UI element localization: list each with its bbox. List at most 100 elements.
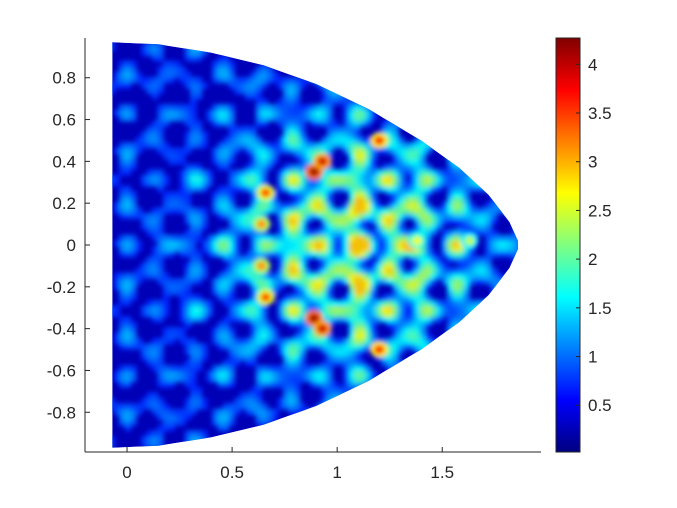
field-sample	[168, 190, 176, 198]
field-sample	[151, 353, 159, 362]
field-sample	[441, 174, 449, 182]
field-sample	[364, 283, 372, 291]
field-sample	[217, 370, 225, 378]
field-sample	[129, 207, 137, 215]
field-sample	[512, 174, 518, 182]
field-sample	[342, 272, 350, 280]
field-sample	[129, 402, 137, 410]
field-sample	[375, 261, 383, 269]
field-sample	[195, 397, 203, 405]
y-axis: 0.80.60.40.20-0.2-0.4-0.6-0.8	[47, 69, 90, 422]
field-sample	[342, 223, 350, 231]
field-sample	[222, 343, 230, 351]
field-sample	[430, 49, 438, 57]
field-sample	[178, 326, 187, 334]
field-sample	[217, 332, 225, 340]
field-sample	[392, 87, 400, 95]
field-sample	[321, 288, 329, 296]
field-sample	[331, 315, 340, 323]
field-sample	[408, 114, 416, 122]
field-sample	[282, 370, 290, 378]
field-sample	[392, 386, 400, 394]
field-sample	[293, 294, 301, 302]
field-sample	[457, 141, 465, 150]
field-sample	[217, 207, 225, 215]
field-sample	[413, 375, 421, 383]
field-sample	[386, 430, 394, 438]
field-sample	[118, 65, 126, 73]
field-sample	[228, 305, 236, 313]
field-sample	[200, 343, 208, 351]
field-sample	[310, 250, 318, 258]
field-sample	[408, 305, 416, 313]
field-sample	[304, 343, 312, 351]
field-sample	[228, 71, 236, 79]
field-sample	[353, 277, 361, 285]
field-sample	[321, 250, 329, 258]
field-sample	[392, 266, 400, 275]
field-sample	[452, 103, 460, 111]
field-sample	[162, 408, 170, 416]
field-sample	[249, 391, 258, 400]
field-sample	[435, 266, 443, 275]
field-sample	[135, 76, 143, 84]
field-sample	[140, 141, 148, 150]
field-sample	[468, 343, 476, 351]
field-sample	[288, 131, 296, 139]
field-sample	[304, 179, 312, 188]
field-sample	[168, 326, 176, 334]
field-sample	[419, 353, 427, 362]
field-sample	[228, 277, 236, 285]
field-sample	[364, 120, 372, 128]
field-sample	[359, 332, 367, 340]
field-sample	[381, 266, 389, 275]
field-sample	[446, 60, 454, 68]
field-sample	[173, 234, 181, 242]
field-sample	[479, 212, 487, 220]
field-sample	[222, 277, 230, 285]
field-sample	[151, 169, 159, 177]
field-sample	[124, 201, 132, 209]
field-sample	[124, 82, 132, 90]
field-sample	[430, 310, 438, 318]
field-sample	[402, 147, 411, 155]
field-sample	[512, 277, 518, 285]
field-sample	[446, 364, 454, 372]
field-sample	[364, 65, 372, 73]
field-sample	[517, 375, 518, 383]
field-sample	[348, 348, 356, 356]
field-sample	[424, 337, 432, 345]
field-sample	[331, 44, 340, 52]
field-sample	[484, 359, 493, 367]
field-sample	[484, 174, 493, 182]
field-sample	[392, 109, 400, 117]
field-sample	[326, 353, 334, 362]
field-sample	[277, 141, 285, 150]
field-sample	[124, 190, 132, 198]
field-sample	[441, 397, 449, 405]
field-sample	[468, 136, 476, 144]
field-sample	[337, 228, 345, 237]
field-sample	[157, 212, 165, 220]
field-sample	[331, 397, 340, 405]
field-sample	[353, 310, 361, 318]
field-sample	[266, 163, 274, 171]
field-sample	[370, 201, 378, 209]
field-sample	[446, 266, 454, 275]
field-sample	[364, 370, 372, 378]
field-sample	[397, 207, 405, 215]
field-sample	[342, 245, 350, 253]
field-sample	[353, 169, 361, 177]
field-sample	[157, 207, 165, 215]
field-sample	[293, 54, 301, 63]
field-sample	[506, 234, 514, 242]
field-sample	[392, 71, 400, 79]
field-sample	[484, 348, 493, 356]
field-sample	[348, 435, 356, 443]
field-sample	[288, 430, 296, 438]
field-sample	[233, 408, 241, 416]
field-sample	[326, 310, 334, 318]
field-sample	[348, 109, 356, 117]
field-sample	[441, 245, 449, 253]
field-sample	[113, 179, 121, 188]
